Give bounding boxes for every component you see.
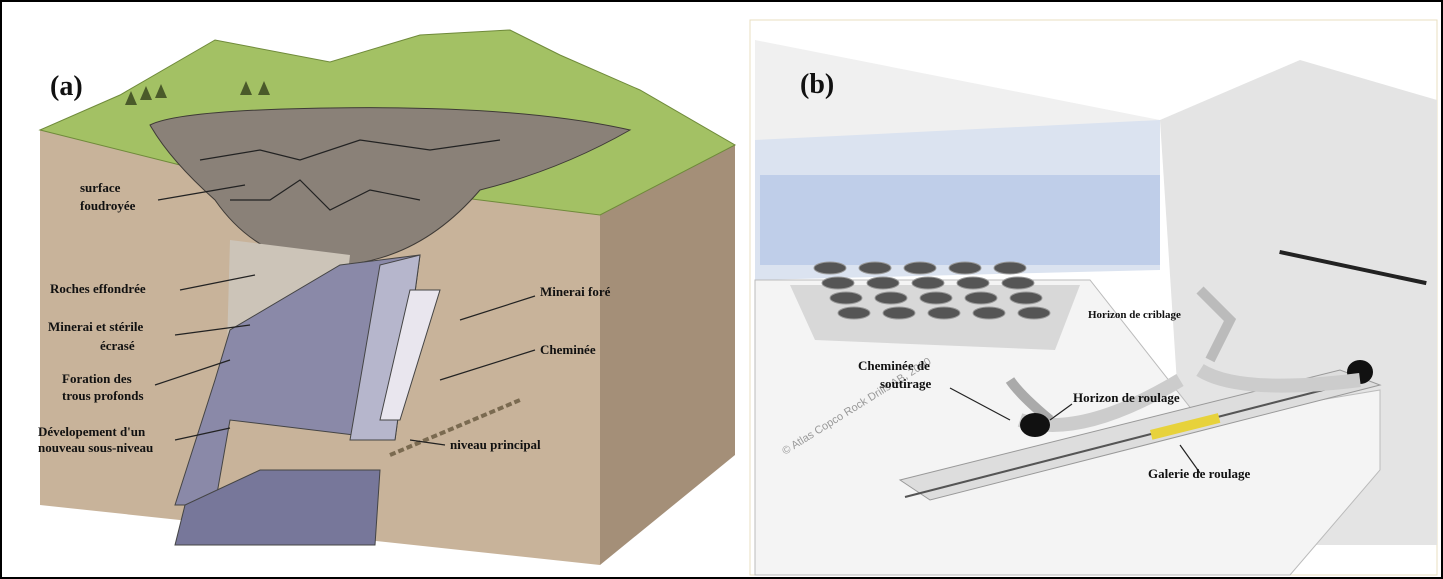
annotation-label: Foration des [62, 371, 132, 386]
drawpoint [904, 262, 936, 274]
annotation-label: nouveau sous-niveau [38, 440, 153, 455]
drawpoint [838, 307, 870, 319]
annotation-label: Roches effondrée [50, 281, 146, 296]
drawpoint [973, 307, 1005, 319]
annotation-label: écrasé [100, 338, 135, 353]
drawpoint [912, 277, 944, 289]
drawpoint [883, 307, 915, 319]
annotation-label: foudroyée [80, 198, 136, 213]
annotation-label: Minerai et stérile [48, 319, 144, 334]
annotation-label: Horizon de roulage [1073, 390, 1180, 405]
drawpoint [814, 262, 846, 274]
annotation-label: Cheminée de [858, 358, 930, 373]
drawpoint [830, 292, 862, 304]
drawpoint [994, 262, 1026, 274]
drawpoint [965, 292, 997, 304]
drawpoint [1018, 307, 1050, 319]
figure: © Atlas Copco Rock Drills AB, 2000 (a)su… [0, 0, 1443, 579]
drawpoint [822, 277, 854, 289]
drawpoint [1010, 292, 1042, 304]
drawpoint [859, 262, 891, 274]
drawpoint [1002, 277, 1034, 289]
annotation-label: soutirage [880, 376, 932, 391]
drawpoint [949, 262, 981, 274]
annotation-label: Minerai foré [540, 284, 611, 299]
annotation-label: niveau principal [450, 437, 541, 452]
annotation-label: surface [80, 180, 121, 195]
panel-a-illustration [40, 30, 735, 565]
annotation-label: Galerie de roulage [1148, 466, 1251, 481]
panel-label: (b) [800, 69, 834, 100]
drawpoint [957, 277, 989, 289]
annotation-label: Dévelopement d'un [38, 424, 146, 439]
annotation-label: trous profonds [62, 388, 144, 403]
drawpoint [867, 277, 899, 289]
drawpoint [928, 307, 960, 319]
drawpoint [875, 292, 907, 304]
annotation-label: Cheminée [540, 342, 596, 357]
panel-label: (a) [50, 71, 83, 102]
annotation-label: Horizon de criblage [1088, 309, 1181, 321]
drawpoint [920, 292, 952, 304]
